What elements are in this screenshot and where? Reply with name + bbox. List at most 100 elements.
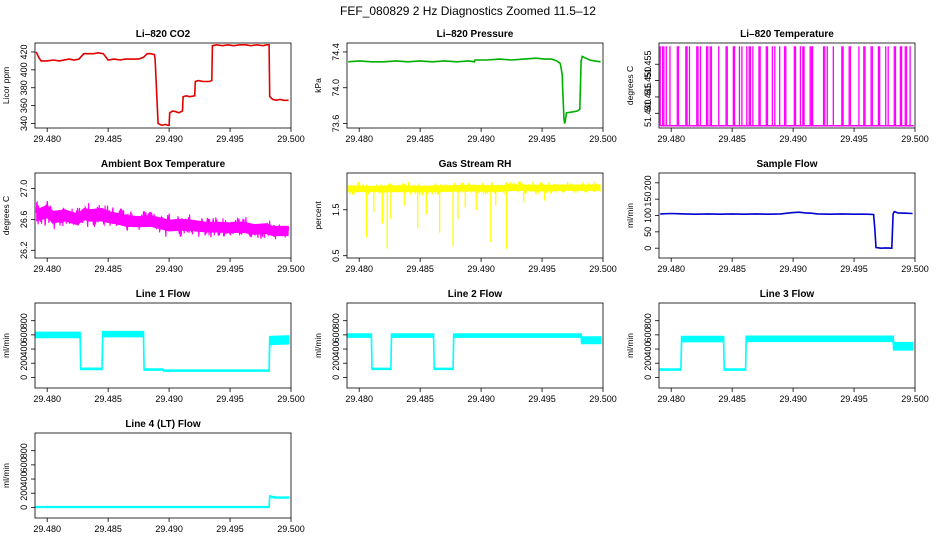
y-tick-label: 400 [19, 342, 29, 357]
x-tick-label: 29.480 [345, 264, 373, 274]
x-tick-label: 29.500 [901, 264, 929, 274]
x-tick-label: 29.480 [345, 394, 373, 404]
x-tick-label: 29.495 [528, 394, 556, 404]
x-tick-label: 29.485 [406, 264, 434, 274]
figure-title: FEF_080829 2 Hz Diagnostics Zoomed 11.5–… [340, 4, 596, 18]
y-tick-label: 400 [19, 472, 29, 487]
panel-2: Li–820 Pressure kPa 29.480 29.485 29.490 29.4… [313, 29, 617, 144]
panel-9: Line 3 Flow ml/min 29.480 29.485 29.490 29.49… [625, 289, 929, 404]
y-tick-label: 420 [19, 44, 29, 59]
panel-5: Gas Stream RH percent 29.480 29.485 29.490 29… [313, 159, 617, 274]
y-axis-label: ml/min [625, 333, 635, 358]
x-tick-label: 29.485 [406, 394, 434, 404]
panel-title: Ambient Box Temperature [101, 159, 226, 170]
panel-6: Sample Flow ml/min 29.480 29.485 29.490 29.49… [625, 159, 929, 274]
plot-frame [34, 432, 292, 519]
y-tick-label: 800 [643, 313, 653, 328]
y-tick-label: 73.6 [331, 115, 341, 133]
x-tick-label: 29.480 [345, 134, 373, 144]
panel-title: Sample Flow [756, 159, 817, 170]
y-tick-label: 26.2 [19, 242, 29, 260]
data-layer [659, 46, 914, 127]
x-tick-label: 29.495 [216, 524, 244, 534]
y-tick-label: 340 [19, 116, 29, 131]
y-tick-label: 600 [19, 457, 29, 472]
x-tick-label: 29.495 [840, 264, 868, 274]
y-tick-label: 0 [643, 375, 653, 380]
data-layer [35, 200, 290, 240]
data-layer [660, 210, 913, 250]
x-tick-label: 29.495 [216, 134, 244, 144]
y-axis-label: kPa [313, 78, 323, 93]
y-tick-label: 0 [331, 375, 341, 380]
y-tick-label: 360 [19, 98, 29, 113]
x-tick-label: 29.500 [589, 264, 617, 274]
plot-frame [346, 42, 604, 129]
panel-title: Line 1 Flow [136, 289, 191, 300]
panel-title: Li–820 CO2 [136, 29, 191, 40]
y-tick-label: 50 [643, 227, 653, 237]
x-tick-label: 29.485 [94, 394, 122, 404]
x-tick-label: 29.490 [779, 394, 807, 404]
y-tick-label: 200 [331, 356, 341, 371]
panel-title: Line 2 Flow [448, 289, 503, 300]
y-tick-label: 51.445 [643, 83, 653, 111]
series-line [35, 43, 289, 127]
y-axis-label: degrees C [1, 196, 11, 235]
y-tick-label: 74.0 [331, 79, 341, 97]
x-tick-label: 29.500 [277, 524, 305, 534]
y-tick-label: 400 [331, 342, 341, 357]
x-tick-label: 29.490 [467, 394, 495, 404]
panel-10: Line 4 (LT) Flow ml/min 29.480 29.485 29.490… [1, 419, 305, 534]
series-band [35, 495, 290, 509]
panel-8: Line 2 Flow ml/min 29.480 29.485 29.490 29.49… [313, 289, 617, 404]
x-tick-label: 29.480 [657, 134, 685, 144]
x-tick-label: 29.500 [589, 394, 617, 404]
panel-title: Li–820 Temperature [740, 29, 834, 40]
y-axis-label: ml/min [625, 203, 635, 228]
x-tick-label: 29.490 [155, 394, 183, 404]
panel-title: Line 3 Flow [760, 289, 815, 300]
data-layer [659, 335, 914, 371]
x-tick-label: 29.480 [33, 394, 61, 404]
x-tick-label: 29.495 [216, 394, 244, 404]
x-tick-label: 29.485 [406, 134, 434, 144]
panel-3: Li–820 Temperature degrees C 29.480 29.485 2… [625, 29, 929, 144]
x-tick-label: 29.485 [718, 394, 746, 404]
x-tick-label: 29.495 [840, 134, 868, 144]
y-tick-label: 74.4 [331, 43, 341, 61]
y-tick-label: 51.455 [643, 50, 653, 78]
plot-frame [34, 42, 292, 129]
y-tick-label: 51.450 [643, 67, 653, 95]
y-tick-label: 600 [643, 327, 653, 342]
y-tick-label: 0 [19, 375, 29, 380]
x-tick-label: 29.500 [277, 134, 305, 144]
x-tick-label: 29.490 [779, 134, 807, 144]
data-layer [35, 330, 290, 372]
y-tick-label: 1.5 [331, 203, 341, 216]
y-tick-label: 400 [643, 342, 653, 357]
y-tick-label: 400 [19, 62, 29, 77]
y-axis-label: ml/min [1, 463, 11, 488]
y-tick-label: 0 [19, 505, 29, 510]
series-band [347, 333, 602, 371]
plot-frame [658, 42, 916, 129]
data-layer [347, 181, 601, 249]
x-tick-label: 29.500 [901, 134, 929, 144]
panel-title: Gas Stream RH [439, 159, 512, 170]
y-axis-label: ml/min [313, 333, 323, 358]
series-core [348, 184, 601, 193]
x-tick-label: 29.490 [467, 134, 495, 144]
x-tick-label: 29.490 [779, 264, 807, 274]
series-band [659, 335, 914, 371]
y-tick-label: 800 [19, 313, 29, 328]
data-layer [35, 495, 290, 509]
x-tick-label: 29.500 [901, 394, 929, 404]
plot-frame [34, 302, 292, 389]
x-tick-label: 29.490 [467, 264, 495, 274]
y-tick-label: 100 [643, 208, 653, 223]
x-tick-label: 29.485 [94, 524, 122, 534]
x-tick-label: 29.495 [840, 394, 868, 404]
plot-frame [34, 172, 292, 259]
y-tick-label: 27.0 [19, 180, 29, 198]
